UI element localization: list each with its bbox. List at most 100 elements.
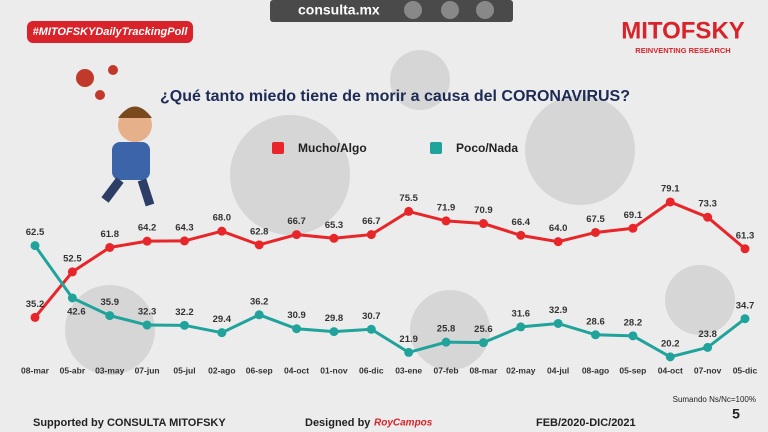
hashtag-box	[27, 21, 193, 43]
hashtag: #MITOFSKYDailyTrackingPoll	[33, 26, 189, 38]
point	[478, 338, 488, 348]
x-tick-label: 02-ago	[208, 365, 235, 375]
point	[67, 293, 77, 303]
brand: MITOFSKY	[621, 17, 745, 44]
legend-label: Poco/Nada	[456, 141, 518, 155]
point	[366, 324, 376, 334]
value-label: 32.2	[175, 307, 194, 318]
point	[329, 327, 339, 337]
point	[142, 320, 152, 330]
point	[591, 227, 601, 237]
scared-figure	[76, 65, 155, 207]
point	[441, 337, 451, 347]
value-label: 62.5	[26, 227, 45, 238]
value-label: 62.8	[250, 226, 269, 237]
facebook-icon[interactable]	[441, 1, 459, 19]
value-label: 68.0	[213, 213, 232, 224]
x-tick-label: 05-sep	[619, 365, 646, 375]
value-label: 23.8	[698, 329, 717, 340]
point	[628, 223, 638, 233]
x-tick-label: 02-may	[506, 365, 536, 375]
point	[179, 320, 189, 330]
designer: RoyCampos	[374, 418, 433, 429]
value-label: 66.7	[287, 216, 306, 227]
point	[478, 219, 488, 229]
point	[179, 236, 189, 246]
point	[740, 314, 750, 324]
page-number: 5	[732, 406, 740, 422]
point	[30, 312, 40, 322]
point	[553, 318, 563, 328]
brand-tagline: REINVENTING RESEARCH	[635, 46, 730, 55]
x-tick-label: 03-may	[95, 365, 125, 375]
point	[516, 230, 526, 240]
x-tick-label: 06-dic	[359, 365, 384, 375]
x-tick-label: 07-jun	[135, 365, 160, 375]
point	[292, 230, 302, 240]
value-label: 30.9	[287, 310, 306, 321]
x-tick-label: 04-oct	[658, 365, 683, 375]
point	[67, 267, 77, 277]
point	[703, 342, 713, 352]
note: Sumando Ns/Nc=100%	[673, 395, 756, 404]
legend-swatch	[272, 142, 284, 154]
virus-decoration	[65, 50, 735, 375]
x-tick-label: 07-feb	[434, 365, 459, 375]
value-label: 25.8	[437, 324, 456, 335]
value-label: 75.5	[399, 193, 418, 204]
x-tick-label: 04-jul	[547, 365, 569, 375]
value-label: 36.2	[250, 296, 269, 307]
point	[628, 331, 638, 341]
site[interactable]: consulta.mx	[298, 2, 380, 18]
legend-label: Mucho/Algo	[298, 141, 367, 155]
value-label: 79.1	[661, 183, 680, 194]
value-label: 66.7	[362, 216, 381, 227]
designed: Designed by	[305, 417, 371, 429]
value-label: 35.9	[100, 297, 119, 308]
point	[404, 206, 414, 216]
x-tick-label: 04-oct	[284, 365, 309, 375]
series-line	[33, 200, 746, 319]
youtube-icon[interactable]	[476, 1, 494, 19]
point	[665, 352, 675, 362]
value-label: 30.7	[362, 311, 381, 322]
twitter-icon[interactable]	[404, 1, 422, 19]
value-label: 67.5	[586, 214, 605, 225]
point	[292, 324, 302, 334]
x-tick-label: 08-ago	[582, 365, 609, 375]
legend-swatch	[430, 142, 442, 154]
point	[516, 322, 526, 332]
point	[441, 216, 451, 226]
point	[329, 233, 339, 243]
point	[740, 244, 750, 254]
chart-title: ¿Qué tanto miedo tiene de morir a causa …	[160, 88, 630, 105]
point	[142, 236, 152, 246]
value-label: 52.5	[63, 253, 82, 264]
point	[404, 347, 414, 357]
value-label: 20.2	[661, 338, 680, 349]
point	[254, 240, 264, 250]
x-tick-label: 08-mar	[469, 365, 498, 375]
point	[591, 330, 601, 340]
value-label: 28.6	[586, 316, 605, 327]
point	[703, 212, 713, 222]
value-label: 32.9	[549, 305, 568, 316]
value-label: 34.7	[736, 300, 755, 311]
x-tick-label: 07-nov	[694, 365, 722, 375]
x-tick-label: 08-mar	[21, 365, 50, 375]
point	[254, 310, 264, 320]
value-label: 28.2	[624, 317, 643, 328]
value-label: 42.6	[67, 306, 86, 317]
value-label: 70.9	[474, 205, 493, 216]
x-tick-label: 01-nov	[320, 365, 348, 375]
period: FEB/2020-DIC/2021	[536, 417, 636, 429]
value-label: 69.1	[624, 210, 643, 221]
value-label: 29.8	[325, 313, 344, 324]
value-label: 66.4	[512, 217, 531, 228]
value-label: 35.2	[26, 299, 45, 310]
point	[217, 328, 227, 338]
x-tick-label: 05-jul	[173, 365, 195, 375]
value-label: 71.9	[437, 202, 456, 213]
series-line	[33, 244, 746, 359]
value-label: 31.6	[512, 308, 531, 319]
